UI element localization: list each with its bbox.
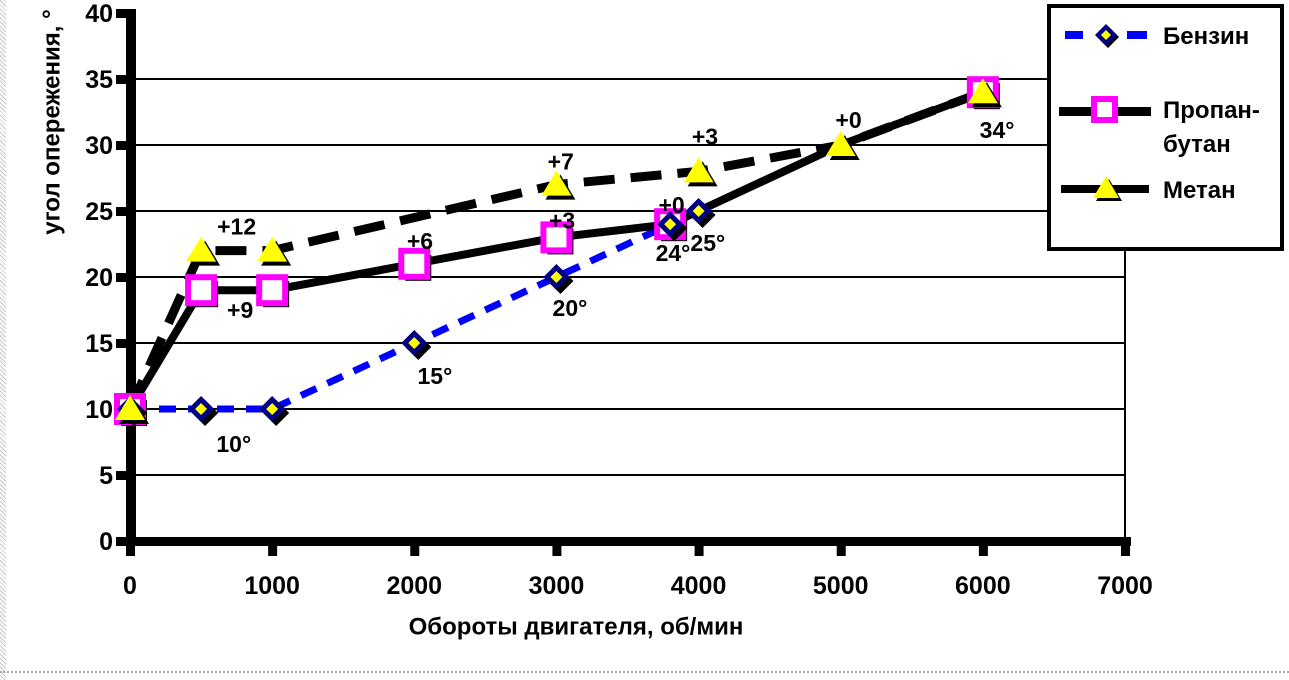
series-line-benzin (130, 88, 985, 413)
annotation-label: +6 (407, 228, 433, 254)
annotation-label: 25° (690, 230, 725, 256)
x-tick-label: 0 (123, 572, 137, 600)
y-tick-label: 20 (85, 264, 113, 292)
y-tick-label: 40 (85, 0, 113, 28)
x-tick-label: 3000 (529, 572, 585, 600)
scan-artifact-left-edge (0, 0, 6, 680)
y-tick-label: 5 (99, 462, 113, 490)
x-tick-label: 7000 (1097, 572, 1153, 600)
annotation-label: 15° (418, 363, 453, 389)
y-axis-title: угол опережения, ° (39, 9, 66, 234)
x-tick-label: 1000 (244, 572, 300, 600)
x-tick-label: 4000 (671, 572, 727, 600)
annotation-label: +0 (835, 107, 861, 133)
y-tick-label: 10 (85, 396, 113, 424)
annotation-label: 24° (656, 240, 691, 266)
legend-label-propane: Пропан-бутан (1163, 94, 1260, 162)
methane-legend-marker-icon (1061, 176, 1149, 201)
y-tick-label: 30 (85, 132, 113, 160)
propane-legend-marker-icon (1059, 96, 1151, 123)
series-markers (114, 76, 1002, 426)
x-tick-label: 6000 (955, 572, 1011, 600)
y-tick-label: 25 (85, 198, 113, 226)
y-tick-label: 35 (85, 66, 113, 94)
annotation-label: +3 (549, 207, 575, 233)
annotation-label: 34° (980, 117, 1015, 143)
scan-artifact-bottom-edge (0, 671, 1289, 673)
benzin-legend-marker-icon (1065, 24, 1147, 48)
annotation-label: +9 (227, 297, 253, 323)
annotation-labels: +12 +9 10° +6 15° +3 +7 20° +0 24° 25° +3 +0 34° (216, 107, 1014, 457)
annotation-label: +7 (548, 149, 574, 175)
annotation-label: +0 (658, 192, 684, 218)
axes (116, 9, 1131, 556)
y-tick-label: 0 (99, 528, 113, 556)
annotation-label: 10° (216, 431, 251, 457)
x-axis-title: Обороты двигателя, об/мин (409, 614, 744, 641)
legend-label-methane: Метан (1163, 177, 1236, 204)
annotation-label: +12 (217, 214, 256, 240)
x-tick-label: 5000 (813, 572, 869, 600)
annotation-label: +3 (692, 123, 718, 149)
legend-label-propane-line1: Пропан- (1163, 97, 1260, 124)
legend-label-propane-line2: бутан (1163, 131, 1231, 158)
y-tick-label: 15 (85, 330, 113, 358)
legend: Бензин Пропан-бутан Метан (1047, 4, 1284, 251)
legend-label-benzin: Бензин (1163, 23, 1250, 50)
gridlines (130, 13, 1126, 541)
tick-labels: 0 5 10 15 20 25 30 35 40 0 1000 2000 3000 4000 5000 600… (85, 0, 1153, 600)
annotation-label: 20° (553, 295, 588, 321)
x-tick-label: 2000 (386, 572, 442, 600)
